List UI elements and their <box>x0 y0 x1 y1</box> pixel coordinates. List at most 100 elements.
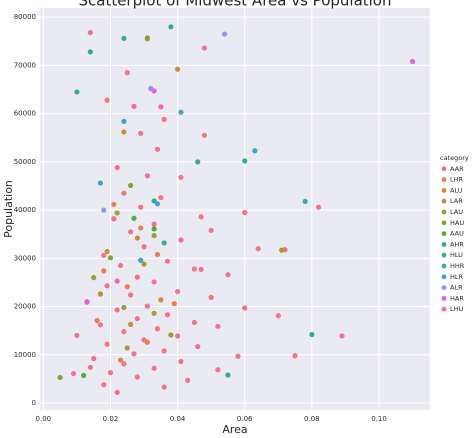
y-axis-label: Population <box>2 180 15 238</box>
x-tick-label: 0.10 <box>371 415 387 423</box>
point <box>275 313 281 319</box>
legend-label: HAR <box>450 294 464 302</box>
point <box>104 283 110 289</box>
point <box>114 165 120 171</box>
point <box>144 35 151 41</box>
point <box>158 297 164 303</box>
y-tick-label: 50000 <box>14 158 36 166</box>
point <box>195 343 201 350</box>
point <box>175 333 181 339</box>
point <box>138 257 144 263</box>
legend-title: category <box>440 154 469 162</box>
point <box>198 214 204 220</box>
point <box>191 319 197 326</box>
point <box>242 209 248 216</box>
point <box>121 129 127 135</box>
point <box>164 312 171 318</box>
point <box>168 24 174 30</box>
x-tick-label: 0.04 <box>170 415 186 423</box>
point <box>154 201 161 207</box>
legend-label: LHU <box>450 305 464 313</box>
y-tick-label: 80000 <box>14 13 36 21</box>
point <box>161 116 167 123</box>
point <box>151 88 157 94</box>
point <box>409 58 416 65</box>
legend-marker <box>441 177 447 183</box>
legend-marker <box>441 209 447 215</box>
point <box>101 207 107 213</box>
point <box>134 316 140 322</box>
y-tick-label: 60000 <box>14 110 36 118</box>
point <box>114 307 120 313</box>
legend-marker <box>441 296 447 301</box>
point <box>131 215 137 221</box>
point <box>97 322 104 328</box>
point <box>57 374 63 381</box>
legend-label: HAU <box>450 219 464 227</box>
point <box>121 35 127 41</box>
point <box>134 274 140 280</box>
point <box>154 326 161 332</box>
point <box>121 190 127 196</box>
point <box>121 361 127 367</box>
point <box>128 292 134 298</box>
point <box>292 353 298 359</box>
legend-marker <box>441 285 447 290</box>
point <box>84 299 90 305</box>
point <box>215 367 221 373</box>
point <box>131 103 137 109</box>
point <box>154 251 161 258</box>
legend-marker <box>441 220 447 226</box>
point <box>87 49 93 55</box>
legend-marker <box>441 231 447 237</box>
point <box>128 321 134 327</box>
point <box>138 204 144 210</box>
legend-label: AAR <box>450 165 464 173</box>
point <box>111 201 117 207</box>
point <box>87 29 93 36</box>
point <box>161 384 167 390</box>
point <box>201 132 208 138</box>
point <box>208 227 214 233</box>
point <box>74 332 80 339</box>
point <box>70 370 77 377</box>
point <box>124 345 130 351</box>
y-tick-label: 70000 <box>14 61 36 69</box>
point <box>151 310 157 316</box>
y-tick-label: 10000 <box>14 351 36 359</box>
plot-background <box>40 8 430 410</box>
point <box>131 351 137 357</box>
point <box>138 130 144 136</box>
point <box>178 174 184 180</box>
legend-label: HLU <box>450 251 463 259</box>
legend-label: HLR <box>450 273 464 281</box>
legend-marker <box>441 306 447 312</box>
point <box>185 377 191 383</box>
point <box>154 146 161 152</box>
point <box>201 45 208 51</box>
point <box>117 357 124 363</box>
x-tick-label: 0.02 <box>103 415 119 423</box>
legend-label: ALU <box>450 186 463 194</box>
point <box>104 341 110 347</box>
point <box>158 194 164 201</box>
point <box>128 182 134 189</box>
x-tick-label: 0.00 <box>36 415 52 423</box>
point <box>252 148 258 154</box>
legend: category AAR LHR ALU LAR LAU HAU AAU AHR HLU HHR HL… <box>440 154 469 313</box>
point <box>151 226 157 232</box>
point <box>101 252 107 259</box>
point <box>111 216 117 222</box>
point <box>107 255 114 261</box>
point <box>302 198 308 205</box>
point <box>168 332 174 338</box>
point <box>97 180 104 186</box>
legend-marker <box>441 188 447 193</box>
point <box>225 372 231 378</box>
point <box>87 364 93 370</box>
point <box>164 258 171 264</box>
point <box>191 266 197 272</box>
point <box>124 70 130 76</box>
point <box>178 237 184 243</box>
